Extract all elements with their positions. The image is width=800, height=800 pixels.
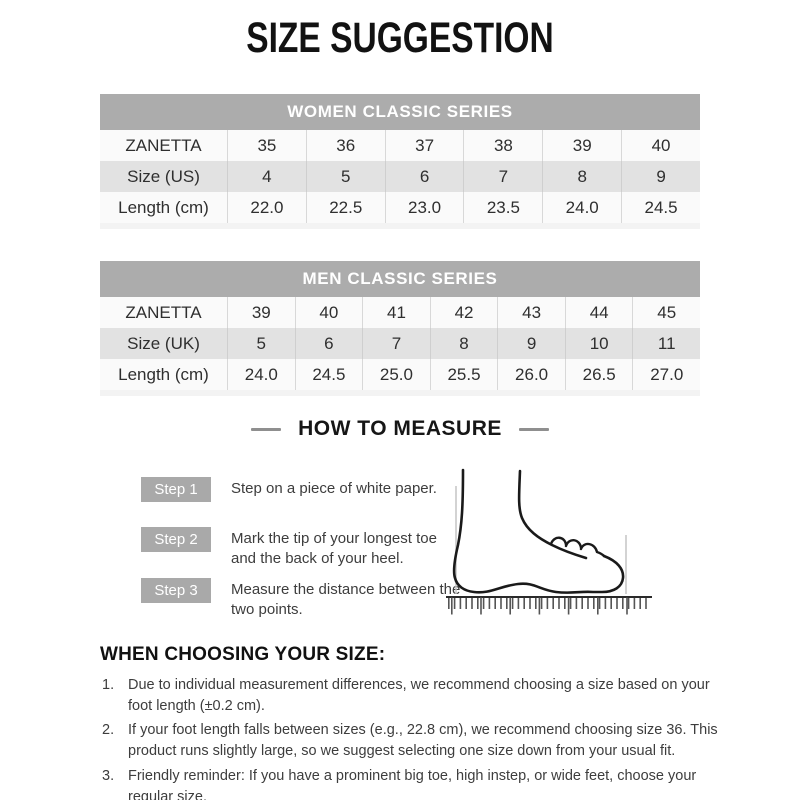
size-cell: 9 [497,328,565,359]
size-cell: 25.5 [429,359,498,390]
men-table-header: MEN CLASSIC SERIES [100,261,700,297]
row-label: Size (UK) [127,333,200,353]
size-cell: 24.5 [621,192,700,223]
size-cell: 37 [384,130,464,161]
row-cells: 24.0 24.5 25.0 25.5 26.0 26.5 27.0 [227,359,700,390]
size-cell: 11 [632,328,700,359]
row-cells: 5 6 7 8 9 10 11 [227,328,700,359]
size-cell: 45 [632,297,700,328]
size-cell: 9 [621,161,700,192]
step-badge: Step 1 [141,477,211,502]
step-row: Step 2 Mark the tip of your longest toe … [141,527,471,570]
size-cell: 38 [463,130,542,161]
step-badge: Step 3 [141,577,211,603]
size-cell: 39 [227,297,295,328]
list-item-text: Friendly reminder: If you have a promine… [128,767,697,800]
size-cell: 39 [542,130,621,161]
size-cell: 8 [542,161,621,192]
size-cell: 24.0 [542,192,621,223]
foot-measurement-illustration [446,468,652,615]
size-cell: 44 [564,297,633,328]
size-cell: 23.5 [463,192,542,223]
choosing-title: WHEN CHOOSING YOUR SIZE: [100,644,386,665]
row-label: Length (cm) [118,197,209,217]
size-cell: 40 [294,297,363,328]
women-table-header: WOMEN CLASSIC SERIES [100,94,700,130]
how-to-measure-heading: HOW TO MEASURE [0,415,800,443]
list-item-text: If your foot length falls between sizes … [128,722,718,760]
step-text: Measure the distance between the two poi… [231,580,461,619]
women-table-rows: ZANETTA 35 36 37 38 39 [100,130,700,229]
size-cell: 35 [227,130,306,161]
row-label: Size (US) [127,166,200,186]
foot-outline-instep [517,469,588,560]
how-to-measure-title: HOW TO MEASURE [298,417,502,440]
row-cells: 4 5 6 7 8 9 [227,161,700,192]
step-row: Step 3 Measure the distance between the … [141,577,471,621]
measure-steps: Step 1 Step on a piece of white paper. S… [141,477,471,621]
list-item-text: Due to individual measurement difference… [128,677,710,715]
choosing-list: 1. Due to individual measurement differe… [100,675,718,800]
right-dash-divider [518,427,549,431]
size-cell: 41 [362,297,430,328]
list-item: 1. Due to individual measurement differe… [100,675,718,717]
size-cell: 23.0 [384,192,464,223]
row-label: Length (cm) [118,364,209,384]
size-cell: 5 [227,328,295,359]
size-cell: 42 [429,297,498,328]
size-cell: 4 [227,161,306,192]
table-row: Size (US) 4 5 6 7 8 [100,161,700,192]
list-item-number: 3. [102,767,115,784]
size-cell: 43 [497,297,565,328]
list-item-number: 2. [102,722,115,739]
row-cells: 39 40 41 42 43 44 45 [227,297,700,328]
size-cell: 6 [294,328,363,359]
table-row: Size (UK) 5 6 7 8 9 [100,328,700,359]
table-row: Length (cm) 22.0 22.5 23.0 23.5 24.0 [100,192,700,223]
size-cell: 36 [305,130,385,161]
foot-outline-back [452,468,625,595]
size-cell: 27.0 [632,359,700,390]
women-size-table: WOMEN CLASSIC SERIES ZANETTA 35 36 37 [100,94,700,229]
list-item: 2. If your foot length falls between siz… [100,720,718,762]
size-cell: 24.5 [294,359,363,390]
table-row: Length (cm) 24.0 24.5 25.0 25.5 26.0 [100,359,700,390]
men-table-rows: ZANETTA 39 40 41 42 43 [100,297,700,396]
step-text: Mark the tip of your longest toe and the… [231,530,437,568]
row-label: ZANETTA [125,302,202,322]
left-dash-divider [251,427,282,431]
row-cells: 35 36 37 38 39 40 [227,130,700,161]
size-cell: 10 [564,328,633,359]
size-cell: 6 [384,161,464,192]
size-cell: 7 [463,161,542,192]
size-cell: 26.0 [497,359,565,390]
size-cell: 24.0 [227,359,295,390]
table-row: ZANETTA 35 36 37 38 39 [100,130,700,161]
step-badge: Step 2 [141,527,211,552]
size-cell: 40 [621,130,700,161]
toe-bumps [549,536,606,558]
men-size-table: MEN CLASSIC SERIES ZANETTA 39 40 41 [100,261,700,396]
row-label: ZANETTA [125,135,202,155]
list-item-number: 1. [102,677,115,693]
list-item: 3. Friendly reminder: If you have a prom… [100,766,718,800]
size-cell: 7 [362,328,430,359]
size-cell: 5 [305,161,385,192]
row-cells: 22.0 22.5 23.0 23.5 24.0 24.5 [227,192,700,223]
table-row: ZANETTA 39 40 41 42 43 [100,297,700,328]
size-cell: 8 [429,328,498,359]
size-cell: 22.5 [305,192,385,223]
step-row: Step 1 Step on a piece of white paper. [141,477,471,502]
size-cell: 26.5 [564,359,633,390]
step-text: Step on a piece of white paper. [231,480,437,497]
size-cell: 25.0 [362,359,430,390]
choosing-section: WHEN CHOOSING YOUR SIZE: 1. Due to indiv… [100,644,718,800]
page-title: SIZE SUGGESTION [246,14,554,62]
size-cell: 22.0 [227,192,306,223]
